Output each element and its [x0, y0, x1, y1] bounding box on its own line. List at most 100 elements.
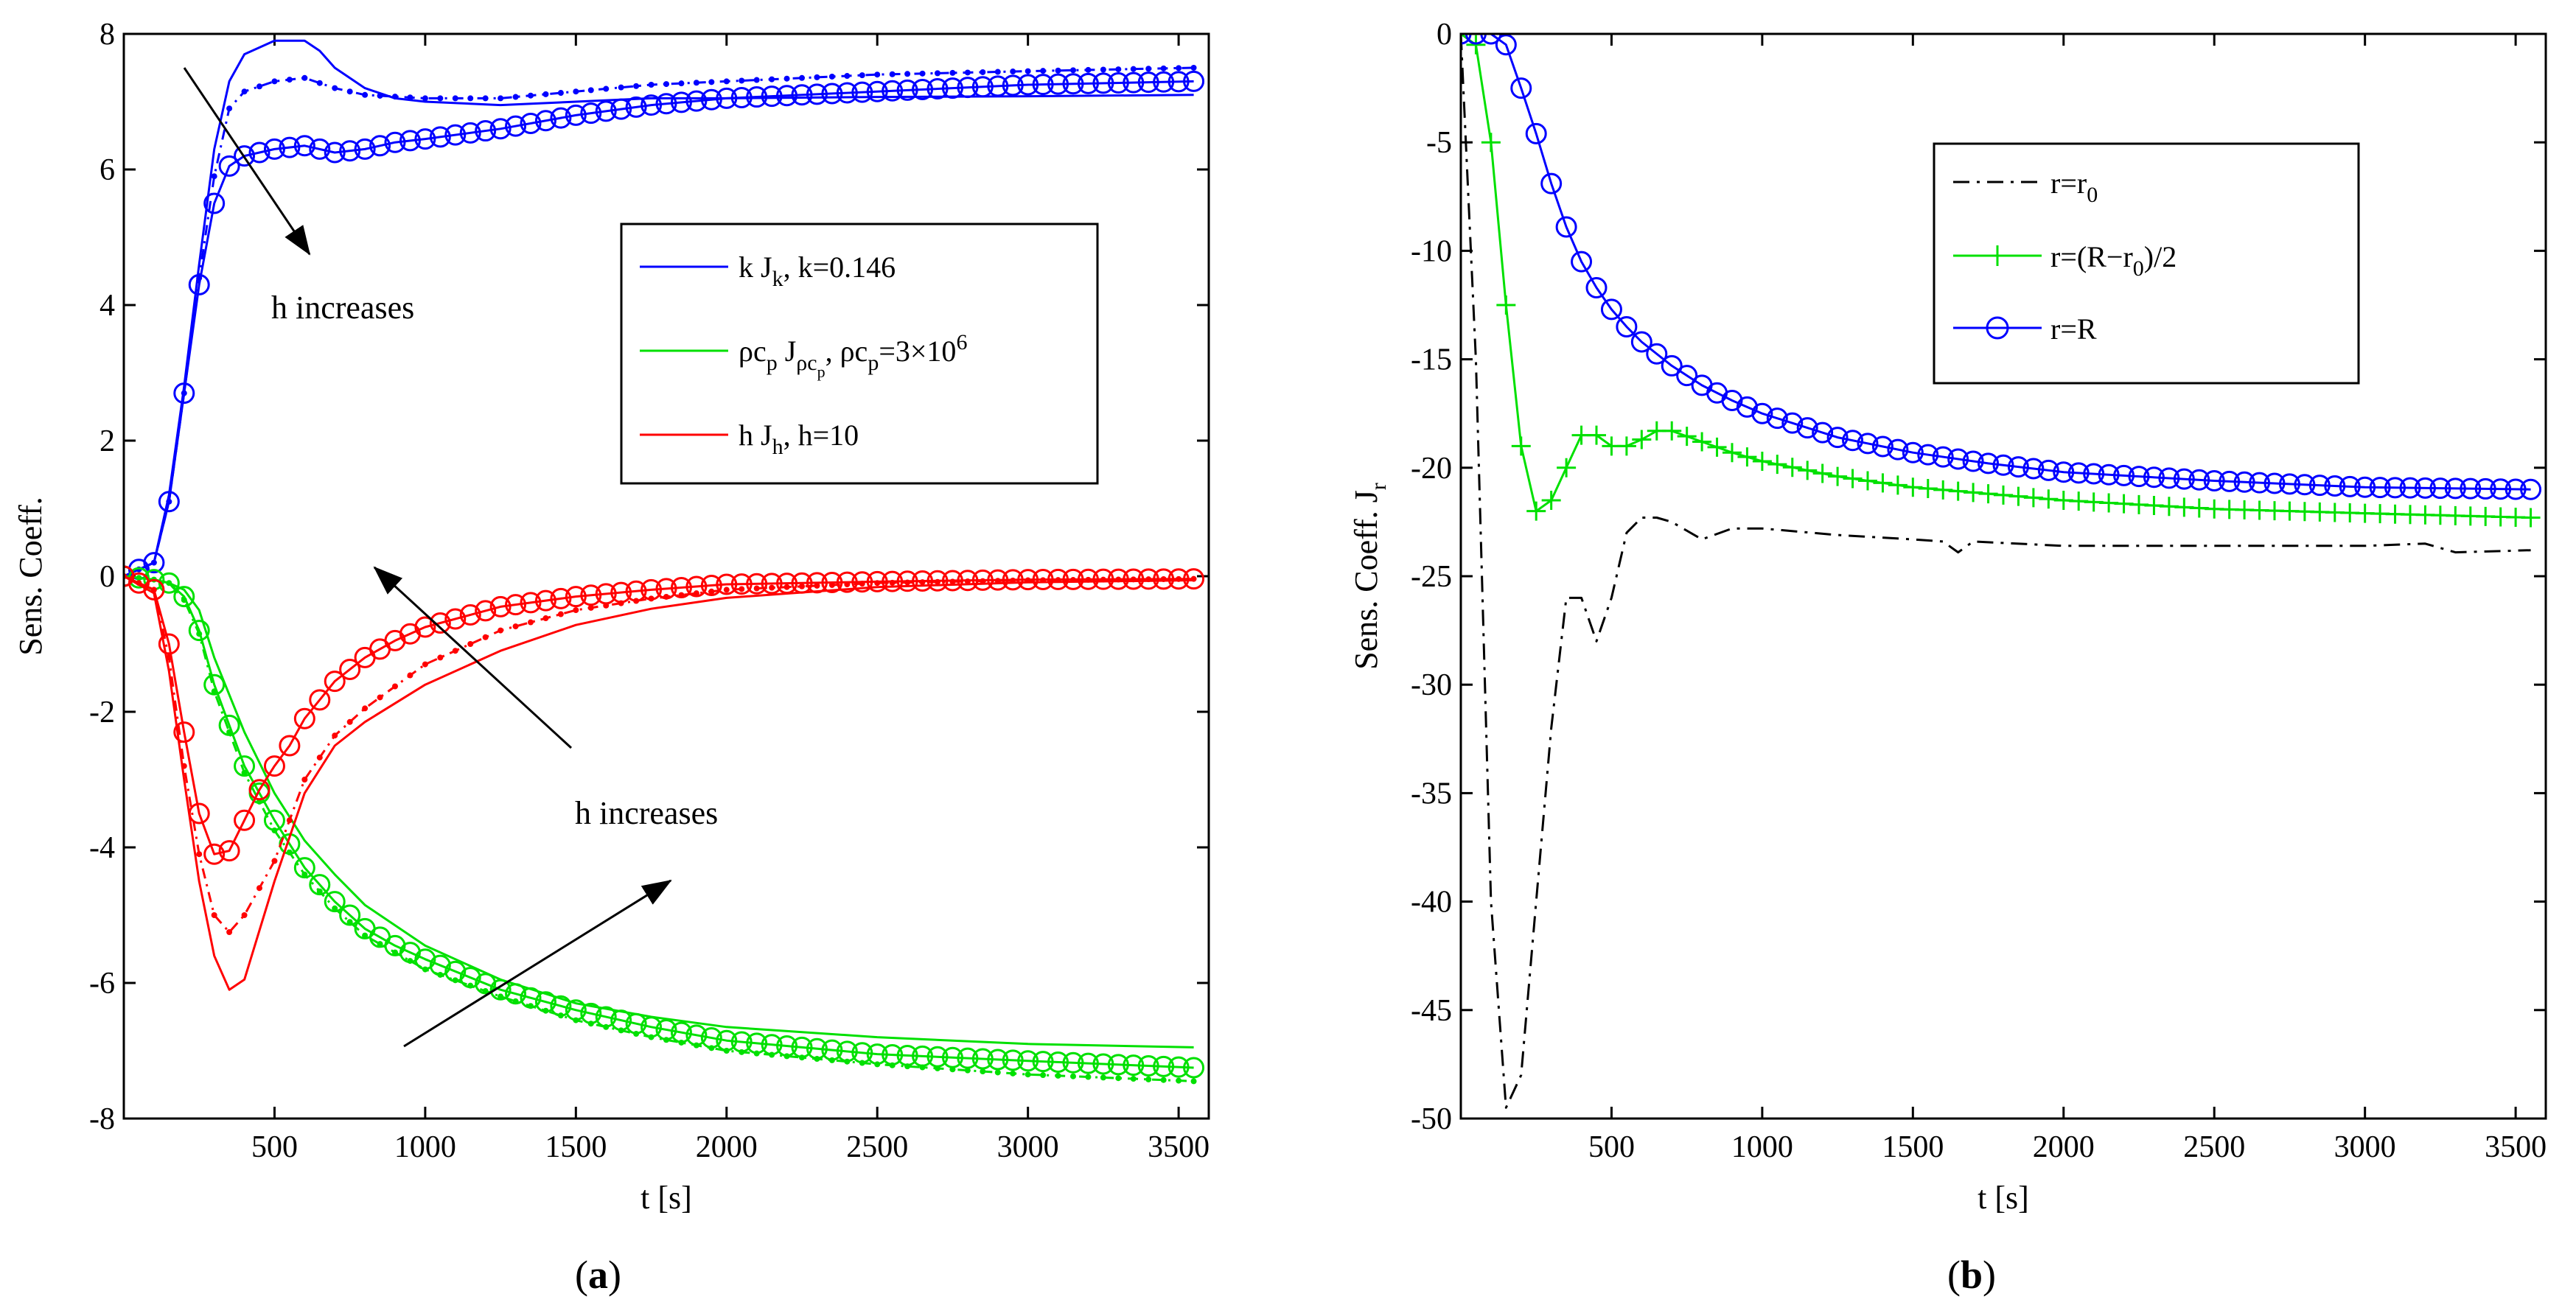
chart-a-series-marker: [670, 91, 692, 113]
chart-a-series-marker: [625, 96, 647, 118]
chart-b-series-marker: [2474, 477, 2496, 500]
chart-a-series-marker: [1145, 1076, 1152, 1082]
chart-a-series-marker: [309, 689, 331, 711]
chart-a-series-marker: [444, 608, 467, 630]
chart-a-series-marker: [316, 755, 323, 761]
chart-a-series-marker: [542, 91, 549, 97]
chart-b-series-marker: [1918, 479, 1938, 499]
chart-a-series-marker: [904, 1063, 911, 1070]
chart-a-series-marker: [935, 578, 940, 585]
chart-b-ylabel: Sens. Coeff. Jr: [1348, 483, 1391, 670]
chart-a-series-marker: [663, 1037, 669, 1043]
chart-b-series-marker: [1632, 430, 1652, 449]
chart-b-series-marker: [1994, 485, 2013, 505]
chart-b-series-marker: [2023, 488, 2043, 508]
chart-b-series-marker: [2369, 477, 2391, 499]
chart-a-series-marker: [1145, 66, 1152, 72]
chart-a-series-marker: [1167, 1056, 1190, 1078]
chart-a-series-marker: [919, 70, 926, 77]
chart-a-series-marker: [844, 73, 851, 80]
chart-a-series-marker: [1130, 1076, 1137, 1082]
chart-a-series-marker: [1183, 568, 1205, 590]
chart-a-series-0: [124, 70, 1205, 587]
chart-b-series-marker: [1751, 402, 1773, 424]
chart-b-series-marker: [1526, 501, 1546, 521]
chart-b-series-marker: [1616, 315, 1638, 337]
chart-a-series-marker: [791, 84, 813, 106]
chart-b-plot-frame: [1459, 32, 2547, 1120]
chart-a-series-marker: [896, 79, 918, 101]
chart-a-ytick-label: 6: [100, 153, 115, 187]
chart-a-series-marker: [512, 94, 519, 100]
chart-a-series-marker: [685, 90, 708, 112]
chart-a-series-marker: [324, 141, 346, 164]
chart-b-series-marker: [1871, 435, 1893, 458]
chart-a-series-marker: [459, 603, 481, 626]
chart-a-series-marker: [618, 600, 624, 606]
chart-b-series-marker: [1511, 436, 1531, 456]
chart-a-series-marker: [723, 1048, 730, 1054]
chart-b-ytick-label: -25: [1411, 560, 1452, 594]
chart-a-series-marker: [769, 584, 775, 591]
chart-b-series-marker: [2294, 474, 2316, 496]
chart-b-series-marker: [1964, 483, 1983, 503]
chart-a-series-marker: [1176, 1077, 1182, 1084]
chart-a-series-marker: [783, 75, 790, 82]
chart-a-series-marker: [573, 88, 579, 95]
chart-a-series-marker: [482, 988, 489, 995]
chart-a-series-marker: [1115, 1075, 1122, 1082]
chart-b-series-marker: [2083, 463, 2105, 485]
chart-a-series-marker: [203, 192, 226, 214]
chart-a-series-marker: [1092, 568, 1114, 590]
chart-a-series-marker: [437, 654, 444, 661]
chart-a-series-marker: [520, 592, 542, 614]
chart-b-series-marker: [1902, 441, 1924, 463]
chart-a-series-marker: [384, 131, 406, 153]
chart-b-series-marker: [1812, 463, 1832, 483]
chart-a-series-marker: [422, 95, 428, 102]
chart-a-series-marker: [1047, 73, 1069, 95]
chart-a-series-marker: [369, 135, 391, 157]
chart-b-series-marker: [1798, 461, 1818, 480]
chart-a-series-marker: [896, 570, 918, 592]
chart-b-series-marker: [1812, 421, 1834, 444]
chart-b-xtick-label: 1500: [1882, 1130, 1944, 1164]
chart-a-series-marker: [505, 115, 527, 137]
chart-a-series-marker: [234, 145, 256, 167]
chart-a-series-marker: [987, 1049, 1009, 1071]
chart-a-series-marker: [844, 1058, 851, 1065]
chart-a-series-marker: [1160, 65, 1167, 71]
chart-b-ytick-label: -10: [1411, 234, 1452, 268]
chart-a-series-marker: [603, 85, 610, 92]
chart-a-series-marker: [941, 570, 963, 592]
chart-a-series-marker: [565, 104, 587, 126]
chart-b-series-marker: [1933, 480, 1953, 500]
chart-a-series-marker: [346, 88, 353, 95]
chart-a-series-marker: [739, 77, 745, 84]
chart-b-series-marker: [1917, 444, 1939, 466]
chart-b-series-marker: [2249, 472, 2271, 494]
chart-a-series-marker: [851, 571, 873, 593]
chart-a-series-marker: [964, 578, 971, 584]
chart-a-series-marker: [362, 932, 369, 939]
chart-panel-a: 500 1000 1500 2000 2500 3000 3500 -8 -6 -4 -2 0 2 4 6 8…: [13, 18, 1210, 1297]
chart-a-xlabel: t [s]: [640, 1180, 692, 1216]
chart-b-legend-entry-R: r=R: [1953, 312, 2097, 346]
chart-a-series-marker: [467, 982, 474, 989]
chart-a-series-marker: [1100, 66, 1106, 73]
chart-a-series-marker: [181, 597, 187, 603]
chart-b-series-2: [1461, 34, 2542, 500]
chart-a-series-marker: [783, 1053, 790, 1060]
chart-a-series-marker: [618, 84, 624, 91]
chart-a-series-marker: [550, 587, 572, 609]
chart-a-series-marker: [429, 612, 451, 634]
chart-a-series-marker: [678, 1039, 685, 1046]
chart-a-series-marker: [603, 1023, 610, 1030]
chart-a-series-marker: [693, 1042, 699, 1049]
chart-a-series-marker: [746, 573, 768, 595]
chart-a-series-marker: [1100, 1074, 1106, 1081]
chart-b-series-marker: [1781, 412, 1804, 434]
chart-b-series-marker: [2039, 489, 2059, 509]
chart-b-series-marker: [2490, 478, 2512, 500]
chart-a-series-marker: [935, 1065, 940, 1071]
